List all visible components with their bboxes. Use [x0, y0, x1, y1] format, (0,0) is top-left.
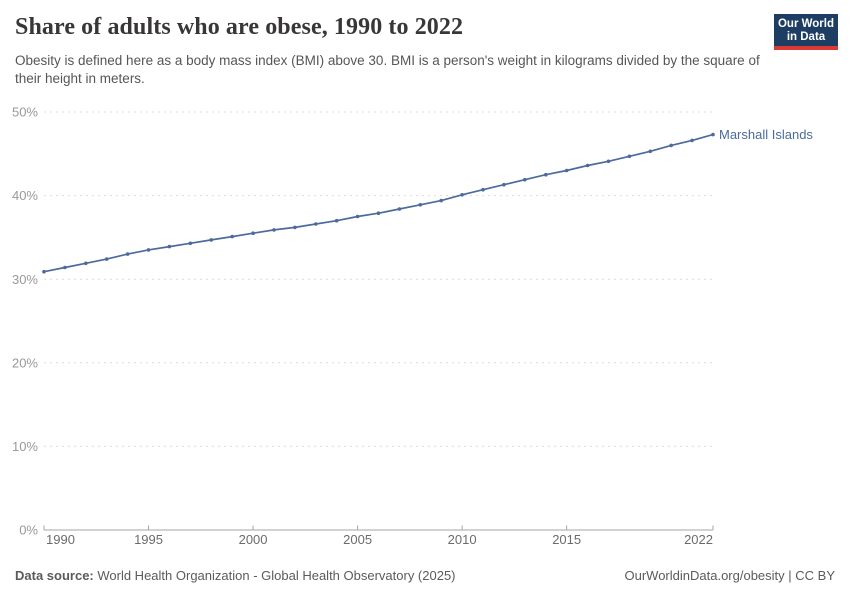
page-title: Share of adults who are obese, 1990 to 2… [15, 14, 464, 40]
data-point-marker[interactable] [397, 207, 402, 211]
x-tick-label: 2000 [239, 532, 268, 547]
data-point-marker[interactable] [251, 231, 255, 235]
chart-subtitle: Obesity is defined here as a body mass i… [15, 53, 760, 86]
data-point-marker[interactable] [439, 198, 444, 203]
data-point-marker[interactable] [648, 149, 653, 154]
data-point-marker[interactable] [272, 228, 276, 232]
data-source-text: World Health Organization - Global Healt… [93, 568, 456, 583]
series-label-marshall-islands[interactable]: Marshall Islands [719, 127, 813, 142]
data-point-marker[interactable] [544, 172, 548, 177]
owid-logo-line1: Our World [777, 17, 834, 30]
x-tick-label: 2015 [552, 532, 581, 547]
x-tick-label: 2022 [684, 532, 713, 547]
data-point-marker[interactable] [376, 211, 381, 215]
data-point-marker[interactable] [167, 244, 172, 249]
y-tick-label: 20% [12, 355, 38, 370]
data-point-marker[interactable] [63, 265, 67, 270]
data-point-marker[interactable] [502, 182, 506, 187]
x-tick-label: 1995 [134, 532, 163, 547]
owid-logo-accent-bar [774, 46, 838, 50]
y-tick-label: 10% [12, 439, 38, 454]
data-point-marker[interactable] [481, 187, 485, 192]
x-tick-label: 2010 [448, 532, 477, 547]
y-tick-label: 40% [12, 188, 38, 203]
chart-footer: Data source: World Health Organization -… [15, 568, 835, 583]
data-point-marker[interactable] [690, 138, 694, 143]
x-tick-label: 1990 [46, 532, 75, 547]
data-point-marker[interactable] [523, 177, 527, 182]
x-tick-labels: 1990 1995 2000 2005 2010 2015 2022 [46, 532, 713, 547]
data-point-marker[interactable] [293, 225, 297, 230]
line-chart[interactable]: 0% 10% 20% 30% 40% 50% 1990 1995 2000 2005 2010 201… [0, 0, 850, 560]
data-point-marker[interactable] [460, 193, 464, 197]
data-point-marker[interactable] [564, 168, 569, 173]
data-point-marker[interactable] [355, 214, 360, 219]
data-point-marker[interactable] [125, 252, 130, 256]
y-tick-label: 0% [19, 523, 38, 538]
data-source-note: Data source: World Health Organization -… [15, 568, 456, 583]
series-line-marshall-islands[interactable] [43, 133, 714, 273]
data-point-marker[interactable] [84, 261, 88, 266]
owid-logo-line2: in Data [786, 30, 826, 43]
data-point-marker[interactable] [209, 238, 214, 242]
y-tick-labels: 0% 10% 20% 30% 40% 50% [12, 105, 38, 538]
data-point-markers[interactable] [42, 132, 715, 274]
data-point-marker[interactable] [334, 218, 339, 223]
x-axis [43, 525, 714, 531]
y-tick-label: 30% [12, 272, 38, 287]
data-point-marker[interactable] [146, 248, 151, 252]
data-point-marker[interactable] [314, 222, 318, 226]
data-point-marker[interactable] [418, 203, 423, 207]
owid-url-license-link[interactable]: OurWorldinData.org/obesity | CC BY [624, 568, 836, 583]
x-tick-label: 2005 [343, 532, 372, 547]
data-point-marker[interactable] [104, 257, 109, 261]
data-point-marker[interactable] [230, 234, 234, 239]
y-gridlines [44, 111, 713, 447]
data-point-marker[interactable] [585, 163, 590, 168]
owid-logo[interactable]: Our World in Data [774, 14, 838, 50]
data-point-marker[interactable] [711, 132, 715, 137]
owid-logo-text: Our World in Data [774, 14, 838, 46]
y-tick-label: 50% [12, 105, 38, 120]
data-source-label: Data source: [15, 568, 94, 583]
data-point-marker[interactable] [627, 154, 632, 159]
data-point-marker[interactable] [606, 159, 611, 164]
data-point-marker[interactable] [188, 241, 193, 246]
data-point-marker[interactable] [42, 269, 46, 274]
data-point-marker[interactable] [669, 143, 673, 148]
